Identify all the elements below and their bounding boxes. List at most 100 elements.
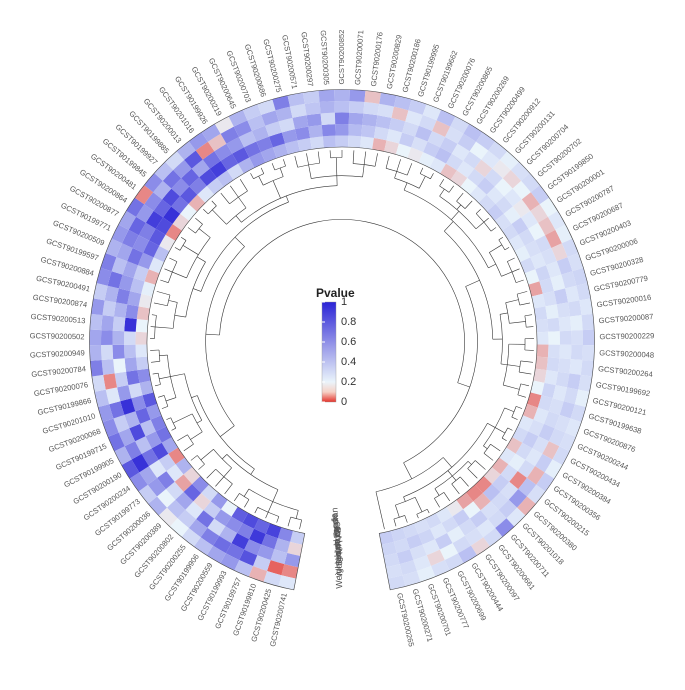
legend: Pvalue 10.80.60.40.20 — [316, 286, 356, 408]
heatmap-cell — [362, 113, 377, 126]
heatmap-cell — [101, 330, 113, 345]
legend-title: Pvalue — [316, 286, 355, 300]
heatmap-cell — [559, 345, 571, 359]
heatmap-cell — [582, 314, 595, 330]
tree-branch — [405, 515, 408, 522]
tree-branch — [509, 321, 525, 323]
tree-branch — [273, 490, 278, 502]
heatmap-cell — [113, 358, 126, 373]
tree-branch — [521, 361, 533, 362]
tree-branch — [159, 355, 167, 356]
heatmap-cell — [364, 91, 381, 104]
tree-branch — [206, 334, 220, 335]
heatmap-cell — [548, 345, 560, 359]
leaf-label: GCST90200829 — [385, 34, 404, 90]
tree-branch — [395, 171, 397, 178]
heatmap-cell — [322, 124, 336, 136]
tree-branch — [375, 153, 377, 166]
tree-branch — [295, 156, 298, 167]
heatmap-cell — [544, 370, 558, 385]
leaf-label: GCST90200491 — [35, 274, 91, 294]
tree-branch — [212, 201, 217, 206]
tree-branch — [221, 193, 230, 204]
tree-branch — [508, 428, 513, 430]
tree-branch — [195, 218, 202, 224]
leaf-label: GCST90200048 — [599, 348, 654, 359]
heatmap-cell — [336, 136, 349, 148]
heatmap-cell — [547, 318, 560, 332]
tree-branch — [272, 163, 275, 170]
heatmap-cell — [348, 136, 361, 148]
leaf-label: GCST90200076 — [33, 380, 89, 398]
tree-branch — [484, 453, 493, 460]
tree-branch — [376, 492, 385, 530]
heatmap-cell — [125, 357, 138, 371]
tree-branch — [419, 176, 425, 188]
tree-branch — [507, 365, 520, 367]
tree-branch — [364, 151, 366, 164]
leaf-label: GCST90200949 — [30, 348, 85, 359]
legend-tick-label: 0.2 — [341, 376, 356, 388]
tree-branch — [177, 435, 187, 441]
tree-branch — [250, 173, 253, 179]
tree-branch — [457, 193, 464, 201]
tree-branch — [505, 247, 509, 249]
heatmap-cell — [102, 300, 115, 316]
heatmap-cell — [536, 344, 548, 357]
leaf-label: GCST90200071 — [353, 30, 365, 85]
heatmap-cell — [90, 345, 102, 361]
tree-branch — [526, 327, 533, 328]
tree-branch — [476, 209, 481, 213]
heatmap-cell — [321, 113, 336, 125]
leaf-label: GCST90200176 — [369, 31, 385, 87]
tree-branch — [240, 179, 247, 191]
tree-branch — [172, 272, 186, 278]
tree-branch — [309, 165, 312, 179]
tree-branch — [158, 395, 164, 397]
tree-branch — [404, 463, 412, 479]
heatmap-cell — [136, 357, 149, 371]
tree-branch — [155, 385, 160, 386]
tree-branch — [512, 269, 520, 272]
tree-branch — [170, 374, 184, 377]
heatmap-cell — [557, 302, 570, 317]
tree-branch — [212, 210, 226, 224]
heatmap-cell — [361, 125, 376, 138]
leaf-label: GCST90200852 — [337, 30, 346, 85]
heatmap-cell — [101, 345, 113, 360]
heatmap-cell — [568, 300, 581, 316]
leaf-label: GCST90200874 — [32, 293, 88, 310]
heatmap-cell — [124, 331, 136, 345]
tree-branch — [452, 476, 456, 480]
leaf-label: GCST90200265 — [395, 592, 416, 648]
heatmap-cell — [323, 136, 336, 148]
tree-branch — [184, 444, 194, 451]
heatmap-cell — [570, 315, 583, 330]
legend-tick-label: 0.8 — [341, 316, 356, 328]
tree-branch — [495, 428, 505, 433]
tree-branch — [397, 159, 401, 171]
tree-branch — [306, 153, 308, 165]
heatmap-cell — [567, 373, 581, 389]
tree-branch — [199, 229, 210, 238]
tree-branch — [457, 205, 461, 210]
tree-branch — [153, 373, 159, 374]
heatmap-cell — [90, 360, 103, 376]
tree-branch — [261, 168, 264, 174]
tree-branch — [468, 469, 478, 479]
heatmap-cell — [113, 331, 125, 345]
tree-branch — [517, 291, 527, 294]
heatmap-cell — [303, 91, 320, 104]
tree-branch — [160, 280, 168, 283]
leaf-label: GCST90200297 — [299, 31, 315, 87]
tree-branch — [475, 460, 485, 469]
heatmap-cell — [556, 372, 570, 388]
heatmap-cell — [335, 101, 350, 113]
heatmap-cell — [547, 357, 560, 371]
heatmap-cell — [137, 306, 150, 320]
heatmap-cell — [115, 372, 129, 388]
tree-branch — [152, 315, 156, 316]
tree-branch — [502, 438, 507, 441]
